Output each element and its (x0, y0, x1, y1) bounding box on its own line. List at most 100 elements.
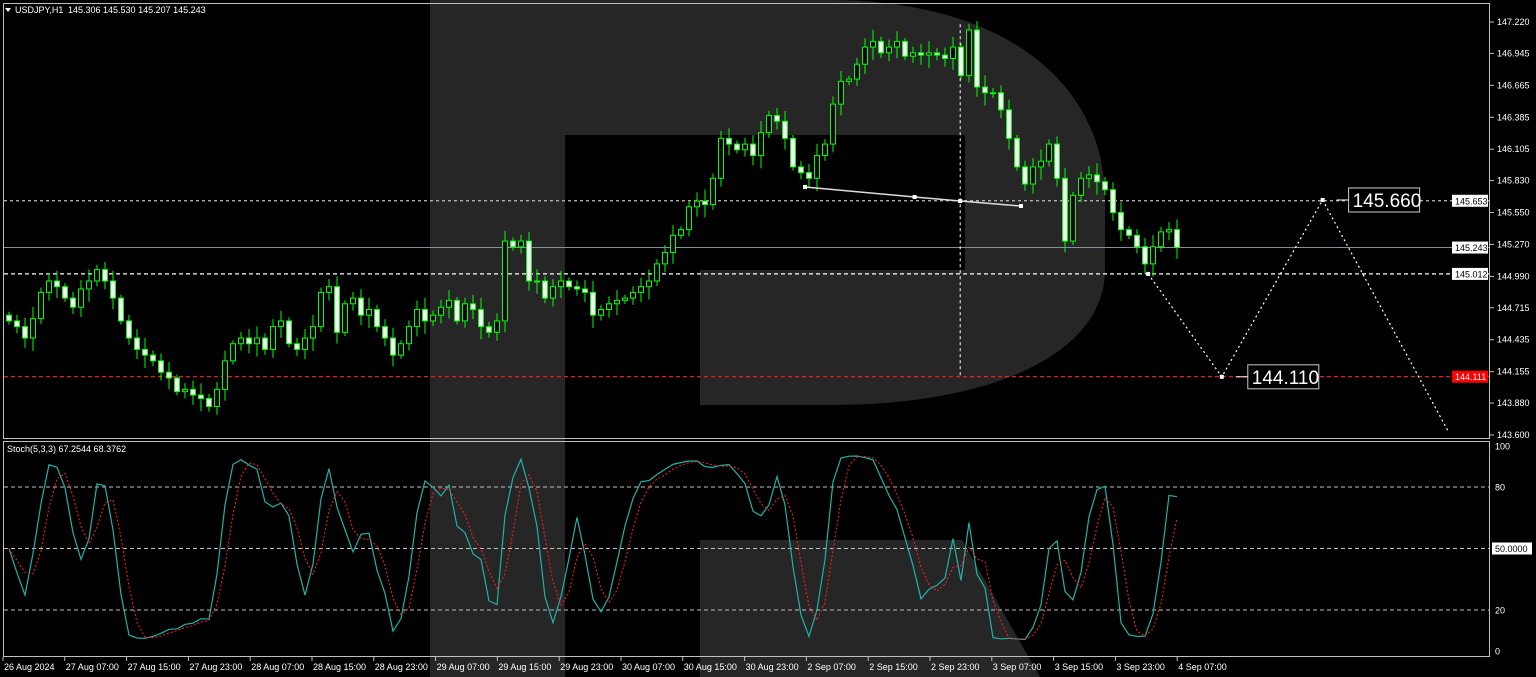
price-level-label: 145.243 (1455, 243, 1488, 253)
bullish-candle (854, 63, 860, 80)
stochastic-pane (4, 455, 1489, 641)
price-tick-label: 144.990 (1497, 271, 1530, 281)
bullish-candle (302, 337, 308, 350)
stoch-tick-label: 100 (1495, 442, 1510, 452)
bullish-candle (1046, 143, 1052, 162)
bullish-candle (278, 320, 284, 328)
price-tick-label: 143.880 (1497, 398, 1530, 408)
bullish-candle (862, 46, 868, 65)
bullish-candle (990, 92, 996, 95)
main-pane-frame (3, 3, 1490, 439)
price-tick-label: 146.945 (1497, 48, 1530, 58)
stoch-level-badge (1492, 542, 1532, 555)
trendline-anchor (803, 184, 807, 189)
bullish-candle (1150, 246, 1156, 265)
stoch-signal-line (8, 456, 1178, 640)
bullish-candle (1166, 229, 1172, 233)
bearish-candle (1174, 229, 1180, 249)
bullish-candle (1158, 231, 1164, 248)
bullish-candle (678, 229, 684, 236)
bullish-candle (46, 280, 52, 293)
bearish-candle (958, 46, 964, 77)
bearish-candle (206, 397, 212, 407)
bullish-candle (846, 78, 852, 82)
bearish-candle (70, 297, 76, 308)
bullish-candle (398, 343, 404, 356)
time-label: 27 Aug 15:00 (128, 662, 181, 672)
bearish-candle (390, 337, 396, 356)
bullish-candle (94, 269, 100, 282)
bullish-candle (222, 360, 228, 390)
bearish-candle (510, 240, 516, 248)
time-label: 27 Aug 07:00 (66, 662, 119, 672)
bullish-candle (830, 103, 836, 145)
bearish-candle (574, 286, 580, 290)
bullish-candle (534, 280, 540, 283)
bearish-candle (358, 297, 364, 316)
time-label: 2 Sep 15:00 (869, 662, 918, 672)
bullish-candle (1078, 177, 1084, 196)
bearish-candle (1102, 181, 1108, 191)
bearish-candle (782, 120, 788, 139)
bullish-candle (646, 280, 652, 288)
bullish-candle (926, 52, 932, 56)
forecast-path (1147, 198, 1450, 434)
bearish-candle (726, 137, 732, 145)
bearish-candle (478, 309, 484, 328)
time-label: 29 Aug 23:00 (560, 662, 613, 672)
bullish-candle (430, 314, 436, 322)
stoch-tick-label: 80 (1495, 483, 1505, 493)
time-label: 30 Aug 23:00 (746, 662, 799, 672)
bearish-candle (590, 291, 596, 316)
bearish-candle (566, 280, 572, 288)
bearish-candle (486, 326, 492, 333)
bullish-candle (462, 303, 468, 322)
bullish-candle (694, 200, 700, 208)
price-level-badge (1452, 267, 1488, 280)
bearish-candle (750, 143, 756, 156)
bullish-candle (502, 240, 508, 322)
dropdown-triangle-icon[interactable] (5, 8, 11, 12)
bullish-candle (710, 177, 716, 206)
time-label: 3 Sep 07:00 (993, 662, 1042, 672)
bearish-candle (542, 280, 548, 299)
time-label: 28 Aug 23:00 (375, 662, 428, 672)
bullish-candle (318, 291, 324, 328)
bullish-candle (518, 240, 524, 248)
stoch-tick-label: 0 (1495, 647, 1500, 657)
bearish-candle (902, 40, 908, 57)
stoch-main-line (8, 455, 1178, 641)
price-tick-label: 144.715 (1497, 303, 1530, 313)
price-level-badge (1452, 241, 1488, 254)
bearish-candle (1022, 166, 1028, 185)
bullish-candle (614, 299, 620, 305)
trendline-anchor (1019, 204, 1023, 209)
price-tick-label: 146.385 (1497, 112, 1530, 122)
bearish-candle (470, 303, 476, 311)
stoch-pane-frame (3, 441, 1490, 657)
price-level-badge (1452, 370, 1488, 383)
bullish-candle (310, 326, 316, 339)
bullish-candle (78, 288, 84, 308)
bullish-candle (822, 143, 828, 156)
bearish-candle (790, 137, 796, 168)
bearish-candle (806, 172, 812, 179)
bullish-candle (494, 320, 500, 333)
candlestick-series (6, 21, 1180, 415)
bearish-candle (1142, 246, 1148, 265)
bullish-candle (686, 206, 692, 231)
time-label: 30 Aug 07:00 (622, 662, 675, 672)
bearish-candle (134, 337, 140, 350)
bullish-candle (622, 297, 628, 301)
time-label: 27 Aug 23:00 (189, 662, 242, 672)
price-tick-label: 145.550 (1497, 208, 1530, 218)
time-label: 28 Aug 15:00 (313, 662, 366, 672)
bullish-candle (638, 286, 644, 293)
price-level-label: 144.111 (1455, 372, 1486, 382)
bearish-candle (262, 337, 268, 350)
bullish-candle (966, 29, 972, 77)
time-label: 28 Aug 07:00 (251, 662, 304, 672)
bearish-candle (1134, 234, 1140, 248)
forecast-point (1320, 197, 1325, 202)
